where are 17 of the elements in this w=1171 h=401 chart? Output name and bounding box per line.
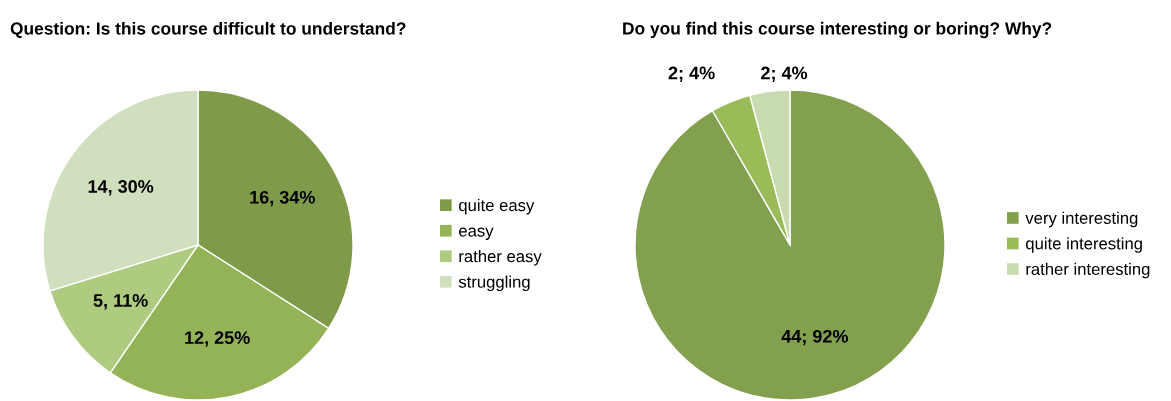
legend-label: quite easy [459,198,535,215]
legend-label: rather easy [459,250,542,266]
legend-label: very interesting [1025,211,1138,228]
chart-title: Do you find this course interesting or boring? Why? [623,21,1052,39]
data-label: 2; 4% [668,66,715,82]
data-label: 14, 30% [88,180,154,196]
legend-label: rather interesting [1026,262,1150,279]
chart-title: Question: Is this course difficult to understand? [10,21,406,38]
data-label: 5, 11% [93,294,148,310]
data-label: 12, 25% [185,331,250,347]
pie-slice [634,89,946,401]
legend-label: easy [459,227,494,240]
legend-label: struggling [458,275,530,292]
legend-label: quite interesting [1026,237,1142,253]
data-label: 16, 34% [250,190,315,207]
data-label: 44; 92% [781,329,849,346]
data-label: 2; 4% [761,66,808,82]
